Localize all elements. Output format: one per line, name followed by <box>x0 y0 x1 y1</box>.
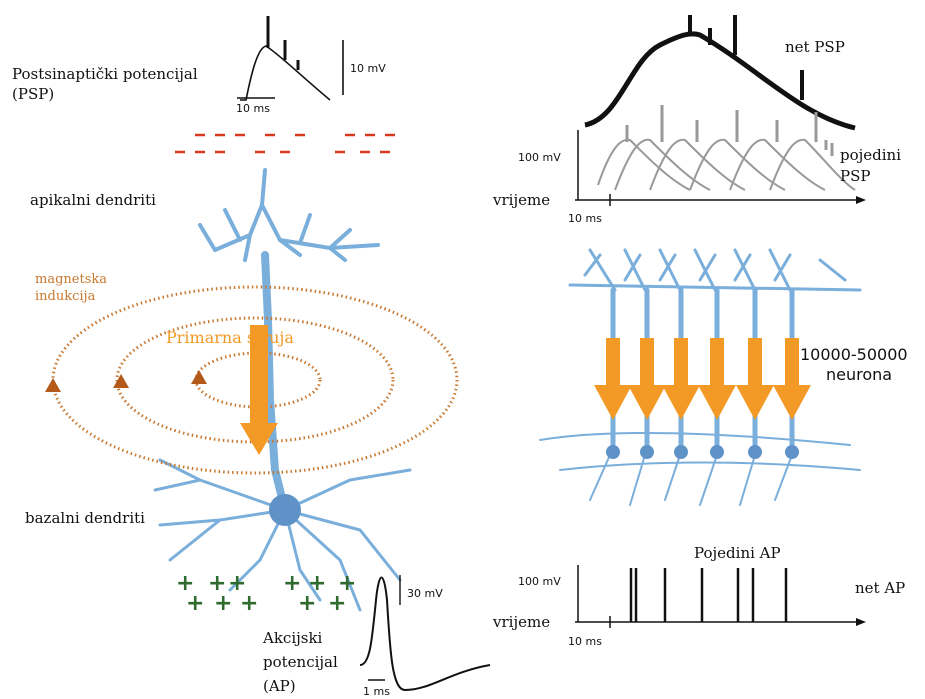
time-axis-label: vrijeme <box>492 613 550 631</box>
psp-trace <box>237 16 344 101</box>
svg-text:+: + <box>208 571 226 596</box>
scale-label: 100 mV <box>518 151 561 164</box>
scale-label: 100 mV <box>518 575 561 588</box>
neuron <box>153 168 412 612</box>
individual-psp-traces <box>597 105 856 191</box>
psp-label: Postsinaptički potencijal <box>12 65 198 83</box>
svg-text:+: + <box>240 591 258 616</box>
net-psp-label: net PSP <box>785 38 845 56</box>
individual-psp-label: pojedini <box>840 146 901 164</box>
psp-axes <box>575 130 866 206</box>
count-label: neurona <box>826 365 892 384</box>
individual-psp-label: PSP <box>840 167 870 185</box>
ap-label: Akcijski <box>262 629 323 647</box>
psp-label: (PSP) <box>12 85 54 103</box>
scale-label: 10 ms <box>568 635 602 648</box>
svg-text:+: + <box>228 571 246 596</box>
svg-text:+: + <box>176 571 194 596</box>
individual-ap-label: Pojedini AP <box>694 544 781 562</box>
scale-label: 10 ms <box>568 212 602 225</box>
negative-charges <box>175 133 395 154</box>
ap-raster <box>629 568 788 622</box>
svg-text:+: + <box>283 571 301 596</box>
svg-text:+: + <box>298 591 316 616</box>
apical-label: apikalni dendriti <box>30 191 156 209</box>
scale-label: 10 mV <box>350 62 386 75</box>
ap-label: potencijal <box>263 653 338 671</box>
scale-label: 30 mV <box>407 587 443 600</box>
svg-text:+: + <box>308 571 326 596</box>
induction-label: indukcija <box>35 289 96 304</box>
positive-charges: + + + + + + + + + + + <box>176 571 356 616</box>
population-current-arrows <box>594 338 811 420</box>
neuron-population <box>539 248 862 506</box>
current-label: Primarna struja <box>166 328 294 347</box>
svg-text:+: + <box>328 591 346 616</box>
ap-axes <box>575 565 866 628</box>
count-label: 10000-50000 <box>800 345 908 364</box>
svg-text:+: + <box>214 591 232 616</box>
time-axis-label: vrijeme <box>492 191 550 209</box>
svg-text:+: + <box>338 571 356 596</box>
primary-current-arrow <box>240 325 278 455</box>
ap-trace <box>359 575 491 692</box>
net-psp-trace <box>584 15 856 131</box>
scale-label: 1 ms <box>363 685 390 698</box>
basal-label: bazalni dendriti <box>25 509 145 527</box>
svg-text:+: + <box>186 591 204 616</box>
induction-label: magnetska <box>35 272 107 287</box>
net-ap-label: net AP <box>855 579 905 597</box>
scale-label: 10 ms <box>236 102 270 115</box>
ap-label: (AP) <box>263 677 296 695</box>
induction-arrowheads <box>45 370 207 392</box>
